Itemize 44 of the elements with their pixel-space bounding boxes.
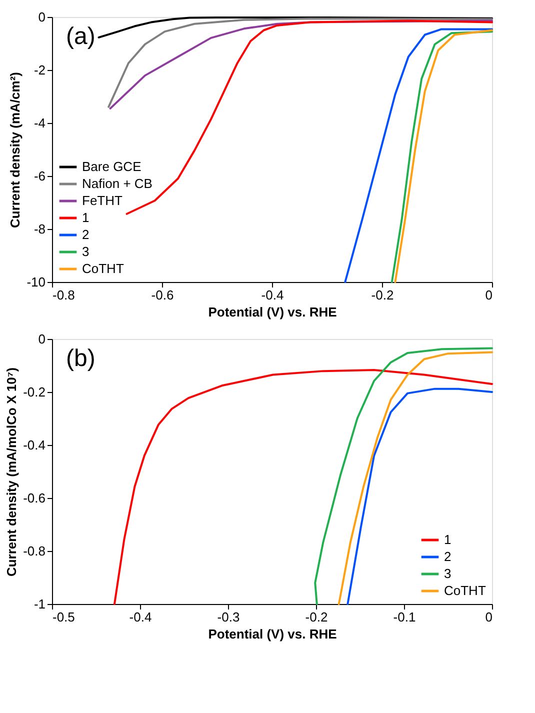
legend-label: 1 [444, 532, 452, 547]
line-series [113, 369, 493, 605]
legend-label: 1 [82, 210, 90, 225]
line-series [98, 16, 493, 38]
x-tick-label: -0.5 [52, 610, 75, 624]
legend-label: 2 [444, 549, 452, 564]
legend-label: FeTHT [82, 193, 122, 208]
y-tick-label: -10 [26, 274, 46, 290]
x-tick-label: -0.4 [261, 288, 284, 302]
legend-label: CoTHT [444, 583, 486, 598]
y-tick-label: -2 [34, 62, 46, 78]
y-tick-label: -8 [34, 222, 46, 236]
x-tick-label: 0 [485, 610, 492, 624]
line-series [346, 388, 493, 605]
y-tick-label: -4 [34, 116, 46, 130]
x-tick-label: -0.6 [151, 288, 174, 302]
legend-label: CoTHT [82, 261, 124, 276]
legend-label: Bare GCE [82, 159, 142, 174]
x-tick-label: -0.3 [217, 610, 240, 624]
y-tick-label: -1 [34, 596, 46, 612]
y-tick-label: -0.8 [23, 544, 46, 558]
x-tick-label: -0.8 [52, 288, 75, 302]
x-axis-title: Potential (V) vs. RHE [208, 304, 338, 320]
line-series [344, 28, 493, 283]
y-tick-label: -6 [34, 168, 46, 184]
x-tick-label: -0.2 [305, 610, 328, 624]
y-tick-label: -0.6 [23, 490, 46, 506]
annotation: (a) [66, 23, 96, 50]
legend-label: Nafion + CB [82, 176, 152, 191]
legend-label: 3 [82, 244, 90, 259]
x-tick-label: -0.1 [393, 610, 416, 624]
y-tick-label: 0 [38, 10, 46, 24]
y-tick-label: -0.4 [23, 438, 46, 452]
x-tick-label: -0.4 [129, 610, 152, 624]
legend-label: 2 [82, 227, 90, 242]
legend-label: 3 [444, 566, 452, 581]
y-axis-title: Current density (mA/cm²) [8, 72, 23, 228]
x-tick-label: -0.2 [371, 288, 394, 302]
y-tick-label: -0.2 [23, 384, 46, 400]
y-tick-label: 0 [38, 332, 46, 346]
annotation: (b) [66, 345, 96, 372]
x-axis-title: Potential (V) vs. RHE [208, 626, 338, 642]
y-axis-title: Current density (mA/molCo X 10⁷) [4, 367, 20, 577]
x-tick-label: 0 [485, 288, 492, 302]
